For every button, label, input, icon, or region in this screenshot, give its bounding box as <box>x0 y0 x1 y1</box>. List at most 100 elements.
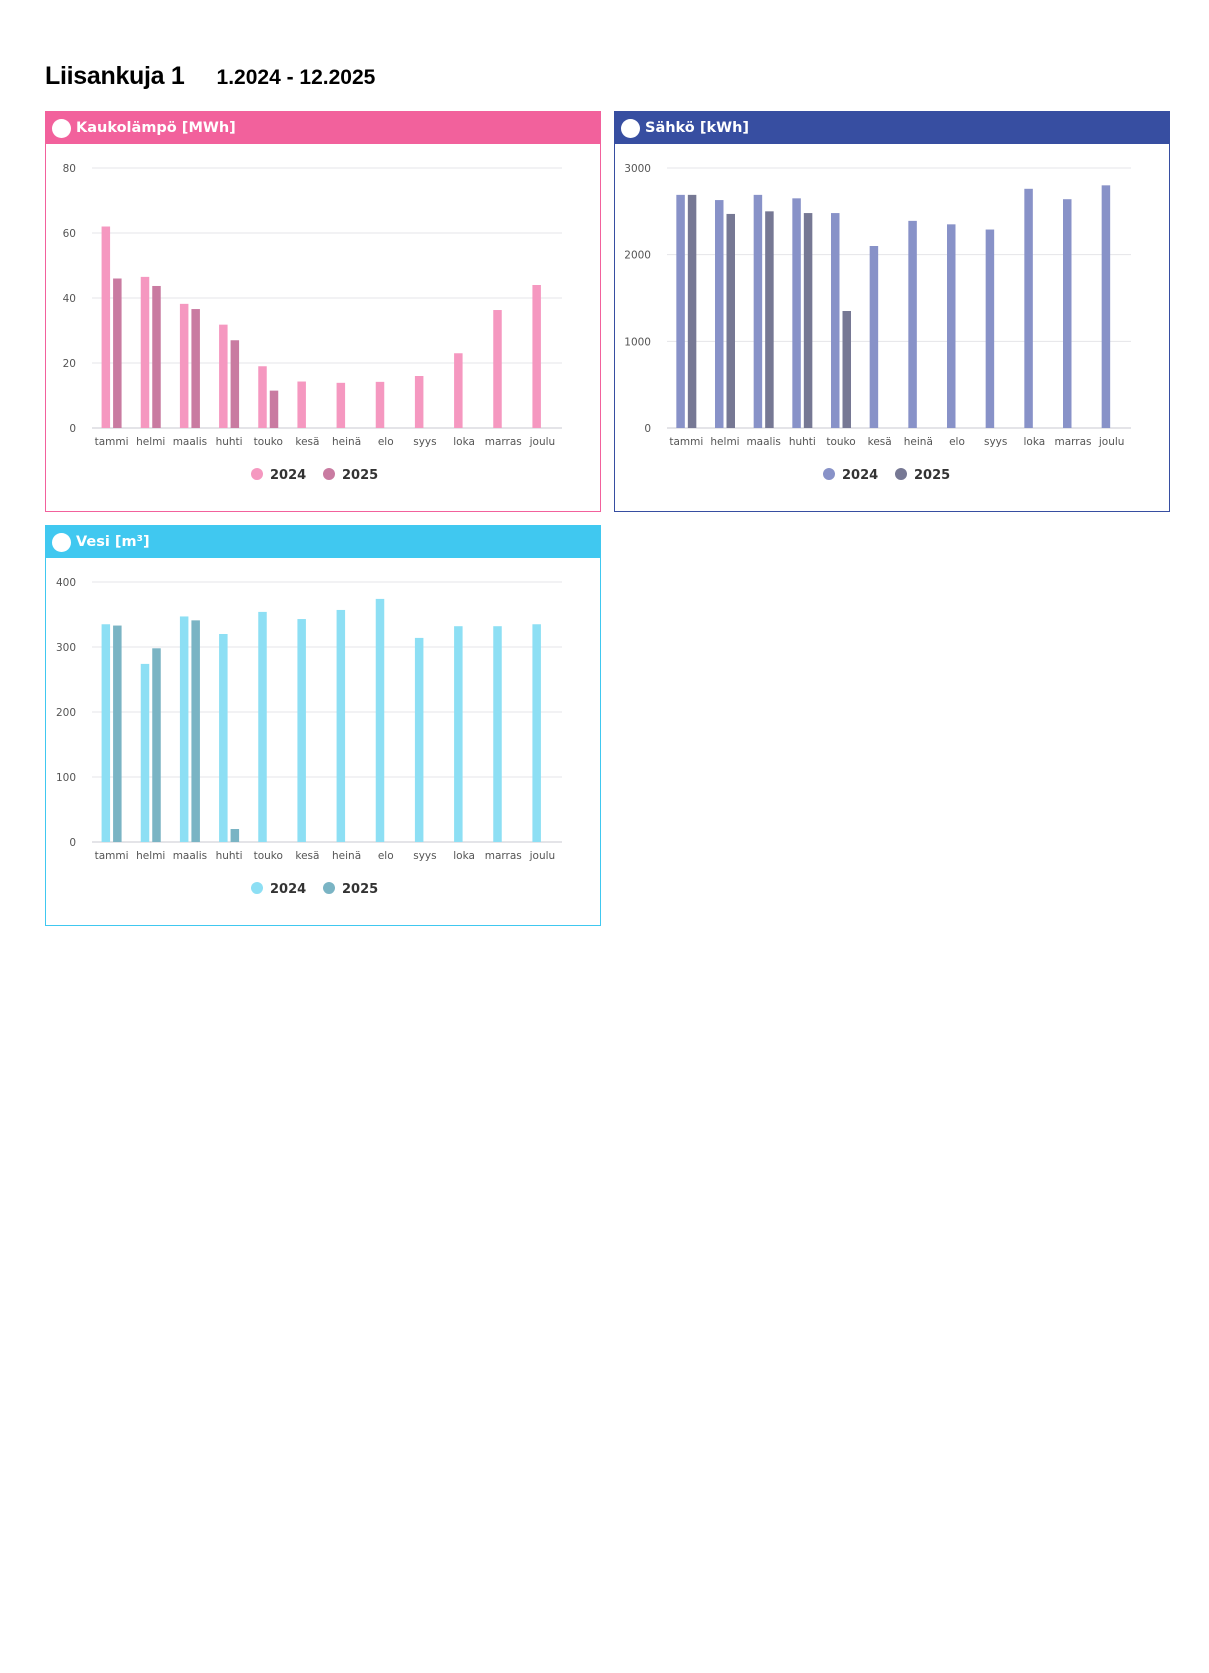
chart-legend: 2024 2025 <box>823 468 950 483</box>
y-tick-label: 3000 <box>624 163 651 175</box>
bar-2024-maalis[interactable] <box>179 616 189 842</box>
bar-2024-loka[interactable] <box>1024 188 1033 428</box>
x-tick-label: loka <box>453 850 475 862</box>
bar-2025-tammi[interactable] <box>113 625 122 842</box>
legend-label-2024[interactable]: 2024 <box>842 468 878 483</box>
x-tick-label: marras <box>485 850 522 862</box>
bar-2024-heinä[interactable] <box>336 382 346 428</box>
bar-2025-maalis[interactable] <box>191 620 200 842</box>
x-tick-label: syys <box>413 436 436 448</box>
legend-label-2025[interactable]: 2025 <box>342 882 378 897</box>
bar-2024-joulu[interactable] <box>532 285 541 428</box>
electricity-panel: Sähkö [kWh] 0 1000 2000 3000 tammi helmi maali… <box>614 111 1170 512</box>
y-tick-label: 80 <box>63 163 76 175</box>
bar-2024-syys[interactable] <box>414 637 424 842</box>
bar-2025-huhti[interactable] <box>230 829 240 842</box>
legend-marker-2025[interactable] <box>323 468 335 480</box>
bar-2025-maalis[interactable] <box>191 309 200 428</box>
legend-marker-2024[interactable] <box>251 468 263 480</box>
bar-2024-touko[interactable] <box>258 611 267 842</box>
legend-label-2025[interactable]: 2025 <box>914 468 950 483</box>
bar-2024-joulu[interactable] <box>1101 185 1111 428</box>
bar-2024-helmi[interactable] <box>140 276 150 428</box>
bar-2024-heinä[interactable] <box>336 609 346 842</box>
circle-icon <box>621 118 640 138</box>
bar-2024-helmi[interactable] <box>140 663 150 842</box>
bar-2024-tammi[interactable] <box>101 226 111 429</box>
bar-2024-huhti[interactable] <box>792 198 801 428</box>
x-tick-label: kesä <box>868 436 892 448</box>
bar-2025-helmi[interactable] <box>152 285 161 428</box>
bar-2024-marras[interactable] <box>1063 199 1072 428</box>
bar-2025-huhti[interactable] <box>230 340 240 428</box>
report-period: 1.2024 - 12.2025 <box>216 66 376 89</box>
bar-2024-loka[interactable] <box>454 626 463 842</box>
y-tick-label: 400 <box>56 577 76 589</box>
x-tick-label: joulu <box>529 436 556 448</box>
bar-2024-kesä[interactable] <box>869 246 879 428</box>
bar-2024-marras[interactable] <box>493 310 502 428</box>
y-tick-label: 1000 <box>624 336 651 348</box>
bar-2024-touko[interactable] <box>831 213 840 428</box>
x-tick-label: loka <box>1023 436 1045 448</box>
bar-2025-helmi[interactable] <box>152 648 161 842</box>
x-tick-label: maalis <box>746 436 780 448</box>
bar-2024-elo[interactable] <box>947 224 956 428</box>
chart-legend: 2024 2025 <box>251 882 378 897</box>
electricity-panel-header: Sähkö [kWh] <box>615 112 1169 144</box>
legend-marker-2024[interactable] <box>823 468 835 480</box>
bar-2024-touko[interactable] <box>258 366 267 428</box>
bar-2024-tammi[interactable] <box>101 624 111 842</box>
bar-2024-huhti[interactable] <box>219 634 228 842</box>
x-tick-label: touko <box>826 436 855 448</box>
bar-2024-maalis[interactable] <box>753 194 763 428</box>
bar-2024-maalis[interactable] <box>179 303 189 428</box>
water-panel-header: Vesi [m³] <box>46 526 600 558</box>
y-tick-label: 2000 <box>624 250 651 262</box>
bar-2024-syys[interactable] <box>985 229 995 428</box>
bar-2025-tammi[interactable] <box>113 278 122 429</box>
x-tick-label: helmi <box>136 436 165 448</box>
x-tick-label: syys <box>413 850 436 862</box>
bar-2025-helmi[interactable] <box>726 213 736 428</box>
bar-2024-syys[interactable] <box>414 376 424 428</box>
heat-panel-title: Kaukolämpö [MWh] <box>76 120 236 136</box>
y-tick-label: 40 <box>63 293 76 305</box>
x-tick-label: helmi <box>710 436 739 448</box>
bar-2025-maalis[interactable] <box>765 211 774 428</box>
x-tick-label: marras <box>1054 436 1091 448</box>
legend-marker-2025[interactable] <box>323 882 335 894</box>
bar-2024-marras[interactable] <box>493 626 502 842</box>
x-tick-label: elo <box>378 850 394 862</box>
bar-2024-joulu[interactable] <box>532 624 541 842</box>
bar-2024-elo[interactable] <box>375 598 385 842</box>
bar-2024-kesä[interactable] <box>297 619 306 842</box>
bar-2024-helmi[interactable] <box>715 200 724 428</box>
x-tick-label: kesä <box>295 850 319 862</box>
bar-2025-touko[interactable] <box>269 390 279 428</box>
x-tick-label: tammi <box>95 436 129 448</box>
legend-marker-2025[interactable] <box>895 468 907 480</box>
bar-2024-loka[interactable] <box>454 353 463 428</box>
bar-2025-huhti[interactable] <box>803 213 813 428</box>
x-tick-label: helmi <box>136 850 165 862</box>
bar-2024-huhti[interactable] <box>219 324 228 428</box>
legend-label-2024[interactable]: 2024 <box>270 882 306 897</box>
bar-2025-tammi[interactable] <box>687 194 697 428</box>
bar-2025-touko[interactable] <box>842 311 852 428</box>
bar-2024-kesä[interactable] <box>297 381 306 428</box>
legend-marker-2024[interactable] <box>251 882 263 894</box>
bar-2024-heinä[interactable] <box>908 220 917 428</box>
water-panel-title: Vesi [m³] <box>76 534 150 550</box>
circle-icon <box>52 532 71 552</box>
legend-label-2024[interactable]: 2024 <box>270 468 306 483</box>
y-tick-label: 0 <box>69 837 76 849</box>
legend-label-2025[interactable]: 2025 <box>342 468 378 483</box>
bar-2024-elo[interactable] <box>375 381 385 428</box>
x-tick-label: marras <box>485 436 522 448</box>
bar-2024-tammi[interactable] <box>676 194 685 428</box>
y-tick-label: 200 <box>56 707 76 719</box>
y-tick-label: 300 <box>56 642 76 654</box>
circle-icon <box>52 118 71 138</box>
chart-legend: 2024 2025 <box>251 468 378 483</box>
